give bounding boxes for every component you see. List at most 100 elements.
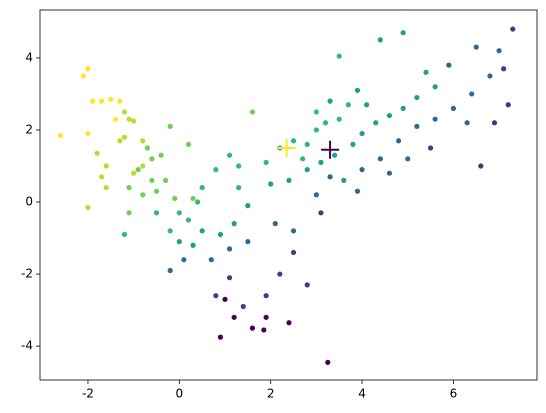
point	[140, 138, 146, 144]
point	[318, 159, 324, 165]
point	[341, 177, 347, 184]
point	[167, 123, 173, 129]
point	[414, 94, 420, 101]
point	[217, 231, 224, 238]
point	[222, 296, 228, 302]
point	[359, 167, 365, 173]
point	[286, 177, 292, 184]
point	[158, 152, 164, 158]
x-tick-label: 2	[267, 387, 275, 401]
point	[167, 228, 173, 234]
point	[322, 120, 329, 126]
point	[261, 327, 267, 333]
point	[377, 37, 383, 43]
point	[85, 204, 91, 211]
point	[149, 156, 155, 162]
point	[89, 98, 96, 104]
point	[450, 105, 457, 111]
point	[354, 87, 361, 93]
point	[263, 293, 269, 299]
point	[487, 73, 493, 79]
point	[176, 210, 182, 216]
point	[386, 112, 393, 119]
point	[427, 145, 434, 151]
point	[226, 152, 233, 158]
point	[313, 127, 319, 133]
point	[400, 30, 406, 36]
point	[373, 120, 379, 126]
point	[400, 105, 406, 111]
point	[354, 188, 361, 194]
point	[181, 257, 187, 263]
point	[126, 116, 132, 122]
y-tick-label: 0	[25, 195, 33, 209]
point	[240, 303, 246, 310]
point	[496, 48, 502, 54]
point	[327, 174, 333, 180]
point	[185, 217, 192, 223]
point	[199, 185, 205, 191]
plot-frame	[39, 9, 538, 381]
point	[80, 73, 86, 79]
point	[318, 210, 324, 216]
point	[103, 185, 109, 191]
point	[414, 123, 420, 129]
point	[364, 102, 370, 108]
point	[464, 120, 470, 126]
point	[473, 44, 479, 50]
point	[163, 177, 169, 184]
point	[345, 102, 351, 108]
point	[432, 84, 438, 90]
point	[405, 156, 411, 162]
point	[149, 177, 155, 184]
point	[190, 242, 196, 248]
y-tick-label: -4	[21, 339, 33, 353]
point	[290, 249, 297, 256]
point	[131, 170, 137, 176]
y-tick-label: 2	[25, 122, 33, 136]
point	[185, 141, 192, 147]
point	[268, 181, 274, 187]
point	[350, 141, 356, 147]
point	[290, 228, 297, 234]
point	[478, 163, 484, 169]
point	[501, 66, 507, 72]
point	[199, 228, 205, 234]
point	[153, 188, 160, 194]
point	[336, 116, 342, 122]
point	[85, 66, 91, 72]
point	[313, 109, 319, 115]
point	[194, 199, 201, 205]
point	[213, 293, 219, 299]
point	[491, 120, 498, 126]
point	[112, 116, 118, 122]
point	[510, 26, 516, 32]
point	[300, 156, 306, 162]
point	[117, 138, 123, 144]
point	[245, 239, 251, 245]
point	[94, 150, 100, 156]
point	[126, 185, 132, 191]
point	[126, 210, 132, 216]
x-tick-label: 4	[358, 387, 366, 401]
point	[103, 163, 109, 169]
point	[469, 91, 475, 97]
point	[153, 210, 160, 216]
point	[226, 246, 233, 252]
point	[57, 132, 64, 138]
point	[304, 282, 310, 288]
point	[117, 98, 123, 104]
point	[263, 314, 269, 320]
point	[272, 221, 278, 227]
point	[226, 275, 233, 281]
point	[446, 62, 452, 68]
point	[121, 134, 128, 140]
point	[131, 118, 137, 124]
point	[304, 167, 310, 173]
point	[85, 130, 91, 137]
point	[432, 116, 438, 122]
point	[108, 96, 114, 102]
point	[313, 192, 319, 198]
point	[236, 185, 242, 191]
point	[277, 271, 283, 277]
